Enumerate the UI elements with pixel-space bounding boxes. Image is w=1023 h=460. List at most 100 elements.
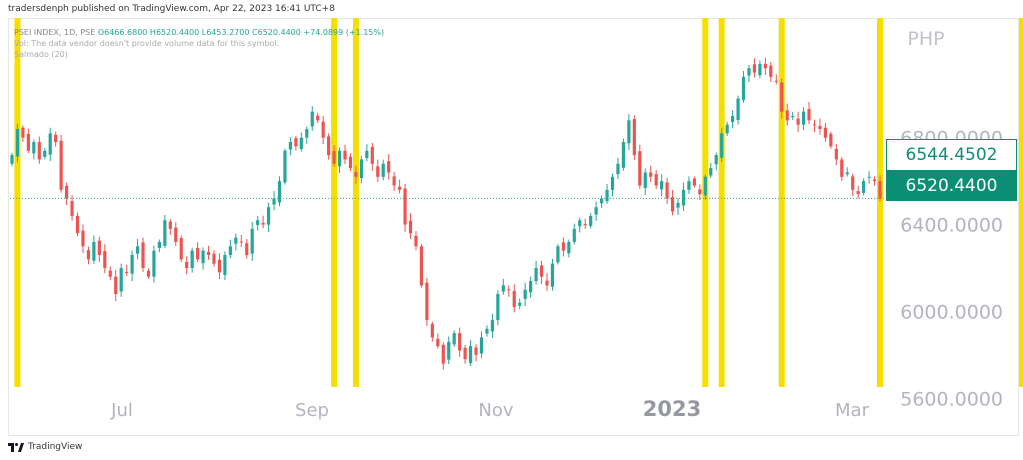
candle-89: [496, 290, 500, 326]
candle-148: [818, 118, 822, 135]
candle-31: [179, 235, 183, 262]
candle-106: [589, 213, 593, 229]
candle-126: [698, 184, 702, 201]
x-tick-2: Nov: [478, 400, 513, 421]
candle-46: [261, 215, 265, 229]
indicator-label: Salmado (20): [14, 50, 68, 59]
chart-frame[interactable]: [8, 18, 1019, 436]
candle-69: [387, 154, 391, 180]
y-tick-0: 5600.0000: [900, 388, 1003, 410]
highlight-band-4: [718, 18, 725, 387]
candle-86: [479, 331, 484, 359]
y-tick-2: 6400.0000: [900, 215, 1003, 237]
currency-label: PHP: [907, 28, 944, 50]
candle-147: [812, 119, 817, 133]
candle-71: [397, 179, 402, 194]
x-tick-0: Jul: [110, 400, 133, 421]
candle-119: [660, 174, 664, 197]
candle-83: [463, 344, 467, 364]
candle-70: [392, 172, 396, 191]
candle-88: [490, 313, 495, 339]
candle-16: [97, 236, 101, 262]
candle-146: [807, 101, 811, 125]
candle-42: [239, 234, 243, 248]
candle-142: [785, 103, 789, 126]
candle-122: [676, 198, 680, 216]
candle-149: [823, 122, 828, 142]
candle-12: [75, 212, 80, 237]
tradingview-logo-icon: [8, 442, 24, 452]
candle-128: [709, 162, 713, 178]
candle-49: [277, 176, 282, 207]
candle-157: [867, 171, 871, 184]
candle-7: [48, 127, 52, 161]
candle-120: [665, 178, 669, 204]
candle-130: [720, 127, 724, 163]
candle-59: [332, 145, 336, 167]
candle-152: [840, 157, 844, 181]
candle-27: [157, 239, 161, 253]
candle-13: [81, 224, 85, 254]
candle-105: [583, 218, 587, 229]
candle-85: [474, 344, 478, 362]
chart-legend: PSEI INDEX, 1D, PSE O6466.6800 H6520.440…: [14, 27, 384, 60]
candle-8: [54, 131, 58, 147]
candle-155: [856, 185, 860, 199]
candle-35: [201, 247, 205, 270]
candle-14: [86, 246, 91, 265]
candle-112: [621, 138, 626, 171]
time-axis: Jul Sep Nov 2023 Mar: [110, 397, 869, 421]
candle-19: [114, 269, 118, 302]
candle-28: [163, 215, 167, 249]
candle-53: [299, 132, 303, 152]
candle-20: [119, 263, 123, 297]
candle-23: [135, 238, 140, 260]
highlight-band-0: [14, 18, 21, 387]
candle-40: [228, 239, 232, 259]
candle-3: [26, 128, 30, 154]
candle-25: [146, 268, 151, 279]
candle-143: [791, 111, 795, 120]
candle-159: [878, 175, 882, 202]
candle-114: [632, 115, 636, 161]
candle-123: [681, 182, 686, 212]
candle-26: [152, 245, 156, 283]
symbol-label: PSEI INDEX, 1D, PSE: [14, 28, 96, 37]
highlight-band-3: [702, 18, 709, 387]
candle-82: [458, 327, 462, 357]
candle-4: [32, 139, 36, 160]
candle-156: [862, 178, 866, 196]
candle-118: [654, 170, 658, 189]
candle-138: [763, 57, 767, 75]
volume-note: Vol: The data vendor doesn't provide vol…: [14, 39, 280, 48]
candle-65: [365, 144, 369, 162]
candle-92: [512, 284, 516, 313]
tradingview-brand: TradingView: [28, 442, 83, 452]
candle-37: [212, 250, 216, 267]
candle-108: [599, 195, 604, 208]
candle-109: [605, 183, 609, 204]
candle-6: [43, 147, 47, 160]
highlight-band-6: [877, 18, 883, 387]
y-tick-1: 6000.0000: [900, 301, 1003, 323]
candle-66: [370, 142, 374, 171]
x-tick-3: 2023: [643, 397, 701, 421]
candle-18: [108, 266, 112, 281]
candle-150: [829, 131, 833, 149]
candle-96: [534, 260, 538, 285]
candle-125: [692, 176, 696, 188]
candle-21: [125, 264, 129, 277]
candle-100: [556, 244, 560, 265]
candle-135: [747, 64, 751, 83]
candle-38: [217, 253, 222, 280]
candle-60: [337, 147, 342, 173]
candle-140: [774, 74, 778, 85]
candle-131: [725, 121, 729, 136]
x-tick-4: Mar: [835, 400, 870, 421]
ohlc-values: O6466.6800 H6520.4400 L6453.2700 C6520.4…: [97, 28, 385, 37]
highlight-band-2: [352, 18, 359, 387]
candle-54: [305, 126, 309, 144]
candle-57: [321, 116, 325, 145]
